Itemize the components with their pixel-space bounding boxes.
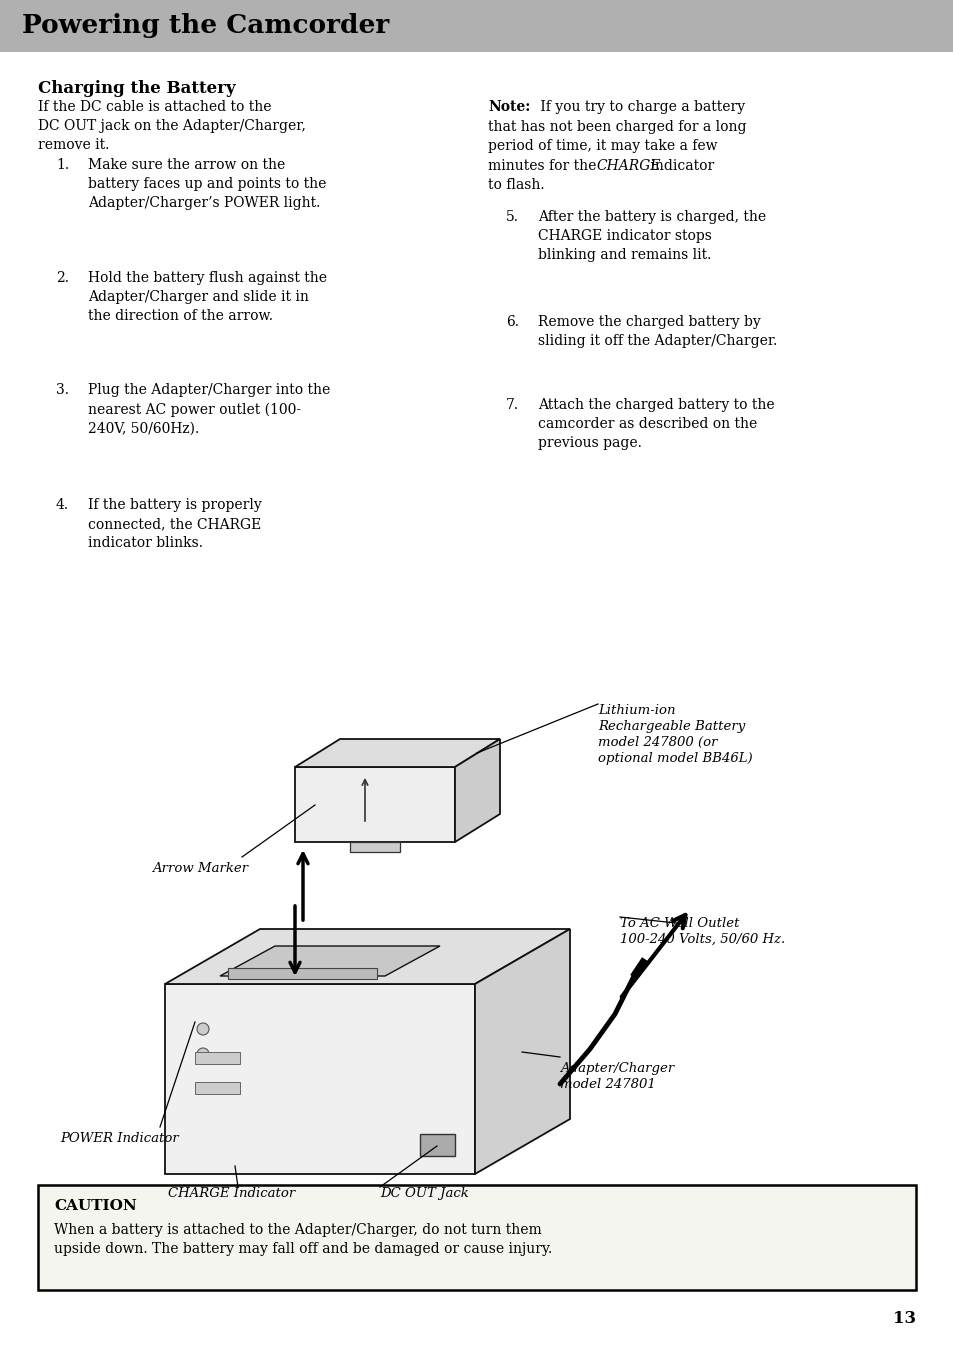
Text: If you try to charge a battery: If you try to charge a battery xyxy=(536,100,744,114)
Text: Make sure the arrow on the
battery faces up and points to the
Adapter/Charger’s : Make sure the arrow on the battery faces… xyxy=(88,158,326,210)
Text: 1.: 1. xyxy=(56,158,69,172)
Text: 3.: 3. xyxy=(56,384,69,397)
Polygon shape xyxy=(228,968,376,979)
Text: minutes for the: minutes for the xyxy=(488,158,600,173)
Text: Attach the charged battery to the
camcorder as described on the
previous page.: Attach the charged battery to the camcor… xyxy=(537,397,774,450)
Bar xyxy=(419,1134,455,1156)
Text: To AC Wall Outlet
100-240 Volts, 50/60 Hz.: To AC Wall Outlet 100-240 Volts, 50/60 H… xyxy=(619,917,784,946)
Text: 13: 13 xyxy=(892,1310,915,1328)
Polygon shape xyxy=(294,740,499,767)
Text: period of time, it may take a few: period of time, it may take a few xyxy=(488,139,717,153)
Polygon shape xyxy=(350,842,399,852)
Text: Plug the Adapter/Charger into the
nearest AC power outlet (100-
240V, 50/60Hz).: Plug the Adapter/Charger into the neares… xyxy=(88,384,330,435)
Text: After the battery is charged, the
CHARGE indicator stops
blinking and remains li: After the battery is charged, the CHARGE… xyxy=(537,210,765,262)
Circle shape xyxy=(196,1023,209,1036)
Text: Lithium-ion
Rechargeable Battery
model 247800 (or
optional model BB46L): Lithium-ion Rechargeable Battery model 2… xyxy=(598,704,752,765)
Text: Adapter/Charger
model 247801: Adapter/Charger model 247801 xyxy=(559,1063,674,1091)
Bar xyxy=(194,1052,240,1064)
Text: 2.: 2. xyxy=(56,270,69,285)
Text: POWER Indicator: POWER Indicator xyxy=(60,1132,178,1145)
Text: Arrow Marker: Arrow Marker xyxy=(152,863,248,875)
Polygon shape xyxy=(455,740,499,842)
Polygon shape xyxy=(294,767,455,842)
Text: Note:: Note: xyxy=(488,100,530,114)
Polygon shape xyxy=(220,946,439,976)
Text: to flash.: to flash. xyxy=(488,178,544,192)
Polygon shape xyxy=(165,984,475,1174)
Text: When a battery is attached to the Adapter/Charger, do not turn them
upside down.: When a battery is attached to the Adapte… xyxy=(54,1224,552,1256)
FancyBboxPatch shape xyxy=(38,1184,915,1290)
Text: If the battery is properly
connected, the CHARGE
indicator blinks.: If the battery is properly connected, th… xyxy=(88,498,261,550)
Text: Powering the Camcorder: Powering the Camcorder xyxy=(22,14,389,38)
Bar xyxy=(0,0,953,51)
Text: 4.: 4. xyxy=(56,498,69,512)
Text: CAUTION: CAUTION xyxy=(54,1199,136,1213)
Text: DC OUT Jack: DC OUT Jack xyxy=(379,1187,468,1201)
Text: If the DC cable is attached to the
DC OUT jack on the Adapter/Charger,
remove it: If the DC cable is attached to the DC OU… xyxy=(38,100,306,151)
Text: 7.: 7. xyxy=(505,397,518,412)
Circle shape xyxy=(196,1048,209,1060)
Polygon shape xyxy=(165,929,569,984)
Text: Charging the Battery: Charging the Battery xyxy=(38,80,235,97)
Text: that has not been charged for a long: that has not been charged for a long xyxy=(488,119,745,134)
Text: indicator: indicator xyxy=(645,158,714,173)
Text: 6.: 6. xyxy=(505,315,518,329)
Text: Hold the battery flush against the
Adapter/Charger and slide it in
the direction: Hold the battery flush against the Adapt… xyxy=(88,270,327,323)
Polygon shape xyxy=(475,929,569,1174)
Bar xyxy=(194,1082,240,1094)
Text: CHARGE: CHARGE xyxy=(596,158,659,173)
Text: CHARGE Indicator: CHARGE Indicator xyxy=(168,1187,294,1201)
Text: 5.: 5. xyxy=(505,210,518,224)
Text: Remove the charged battery by
sliding it off the Adapter/Charger.: Remove the charged battery by sliding it… xyxy=(537,315,777,347)
